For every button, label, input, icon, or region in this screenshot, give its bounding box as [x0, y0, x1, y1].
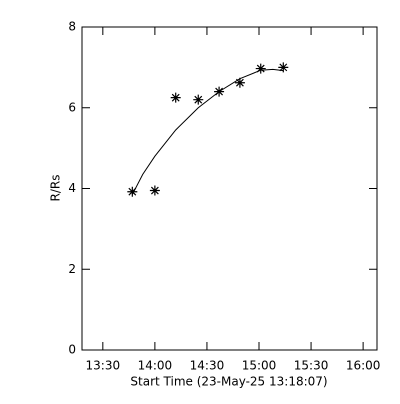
y-tick-label: 4 — [68, 181, 76, 195]
x-axis-label: Start Time (23-May-25 13:18:07) — [130, 375, 327, 389]
y-tick-label: 0 — [68, 343, 76, 357]
x-tick-label: 16:00 — [346, 359, 381, 373]
data-point — [193, 94, 204, 105]
data-point — [149, 185, 160, 196]
x-tick-label: 13:30 — [86, 359, 121, 373]
y-tick-label: 2 — [68, 262, 76, 276]
data-point — [255, 63, 266, 74]
data-point — [127, 186, 138, 197]
x-tick-label: 14:30 — [190, 359, 225, 373]
y-tick-label: 6 — [68, 100, 76, 114]
data-point — [170, 92, 181, 103]
data-point — [278, 62, 289, 73]
x-tick-label: 15:30 — [294, 359, 329, 373]
x-tick-label: 14:00 — [138, 359, 173, 373]
x-tick-label: 15:00 — [242, 359, 277, 373]
y-axis-label: R/Rs — [49, 175, 63, 202]
data-point — [234, 77, 245, 88]
fit-line — [131, 68, 284, 195]
y-tick-label: 8 — [68, 20, 76, 34]
